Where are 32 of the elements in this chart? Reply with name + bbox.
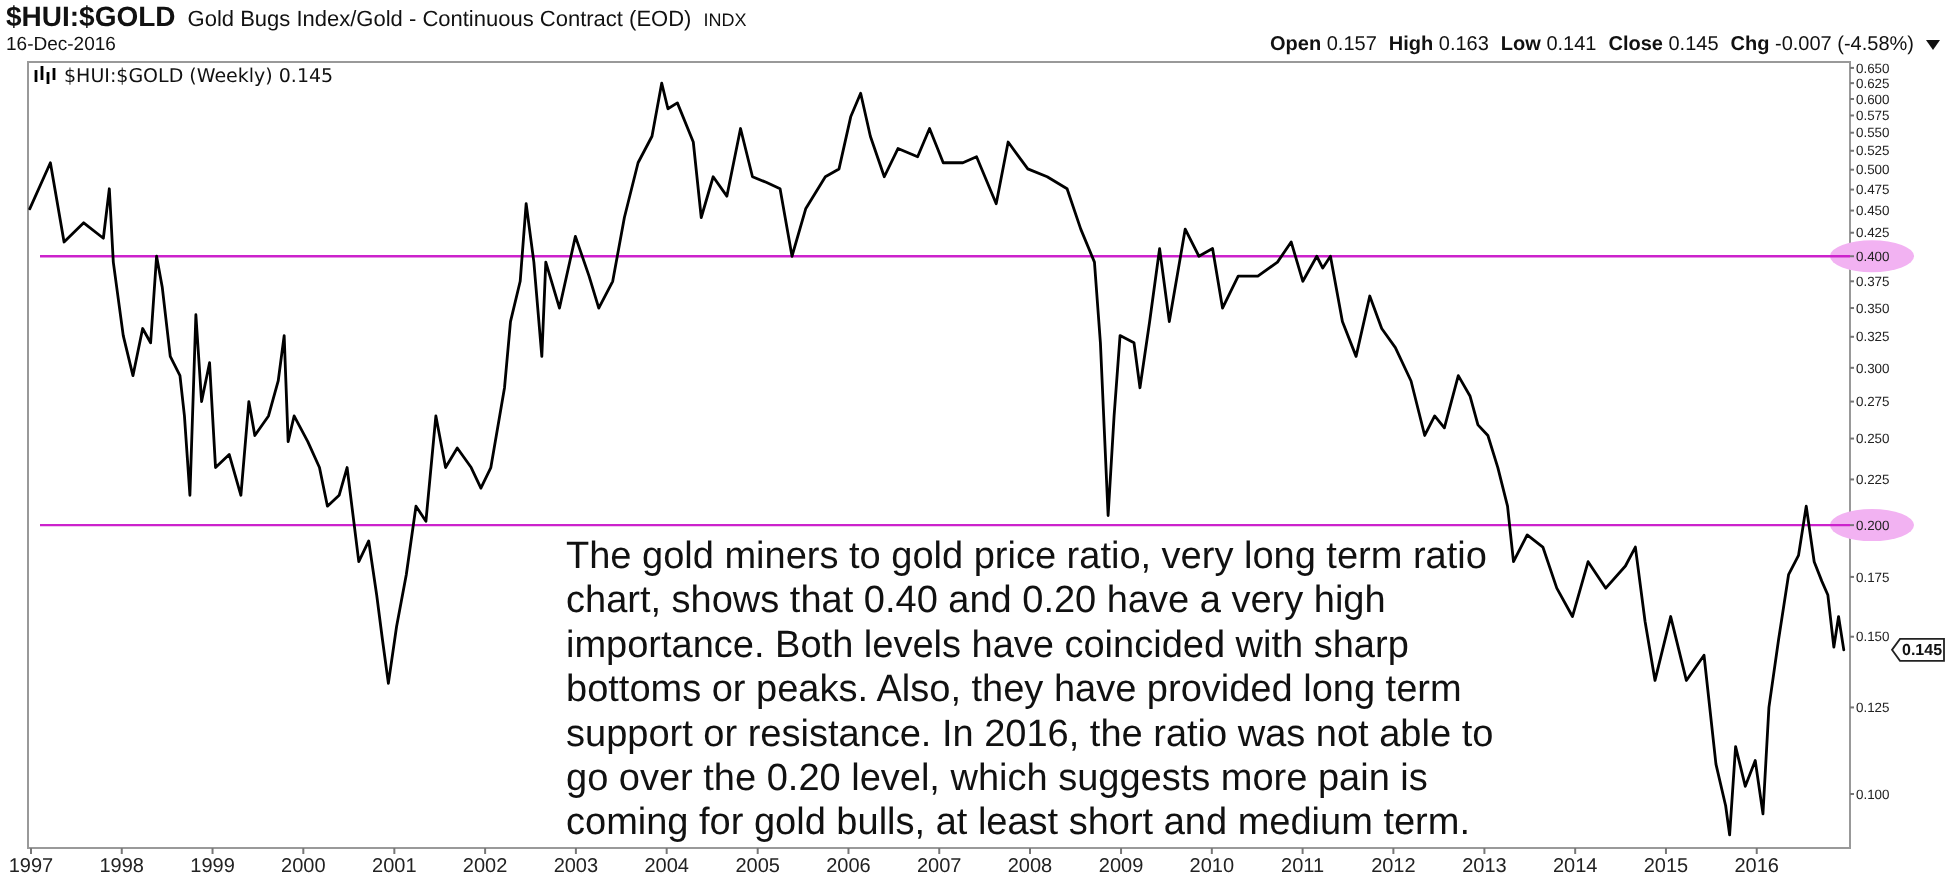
x-tick-label: 2001 [372, 856, 418, 878]
text: Chg -0.007 (-4.58%) [1730, 34, 1914, 56]
x-tick-label: 2006 [826, 856, 872, 878]
x-tick-label: 1998 [99, 856, 145, 878]
text: High 0.163 [1388, 34, 1489, 56]
x-tick-label: 1999 [190, 856, 236, 878]
legend-label: $HUI:$GOLD (Weekly) 0.145 [64, 66, 334, 88]
x-tick-label: 2014 [1552, 856, 1599, 878]
text: 16-Dec-2016 [6, 34, 116, 56]
x-tick-label: 2008 [1007, 856, 1054, 878]
text: Open 0.157 [1270, 34, 1377, 56]
x-tick-label: 2016 [1734, 856, 1780, 878]
x-tick-label: 2004 [644, 856, 690, 878]
text: Close 0.145 [1608, 34, 1719, 56]
x-tick-label: 2000 [281, 856, 327, 878]
chart-subtitle: Gold Bugs Index/Gold - Continuous Contract (EOD) [187, 6, 692, 36]
x-tick-label: 2011 [1281, 856, 1325, 878]
x-tick-label: 2010 [1189, 856, 1235, 878]
x-tick-label: 2007 [917, 856, 963, 878]
x-tick-label: 1997 [8, 856, 55, 878]
chart-title: $HUI:$GOLD [6, 0, 176, 32]
text: INDX [703, 8, 747, 34]
x-tick-label: 2002 [462, 856, 509, 878]
x-tick-label: 2009 [1098, 856, 1145, 878]
x-tick-label: 2015 [1643, 856, 1690, 878]
x-tick-label: 2012 [1371, 856, 1417, 878]
x-tick-label: 2013 [1462, 856, 1508, 878]
text: 0.145 [1902, 641, 1944, 660]
annotation: The gold miners to gold price ratio, very long term ratio chart, shows that 0.40 and 0.20 have a very high importance. Both levels have coincided with sharp bottoms or peaks. Also, they have provided long term support or resistance. In 2016, the ratio was not able to go over the 0.20 level, which suggests more pain is coming for gold bulls, at least short and medium term. [566, 536, 1494, 845]
x-tick-label: 2003 [553, 856, 600, 878]
text: Low 0.141 [1500, 34, 1597, 56]
x-tick-label: 2005 [735, 856, 781, 878]
